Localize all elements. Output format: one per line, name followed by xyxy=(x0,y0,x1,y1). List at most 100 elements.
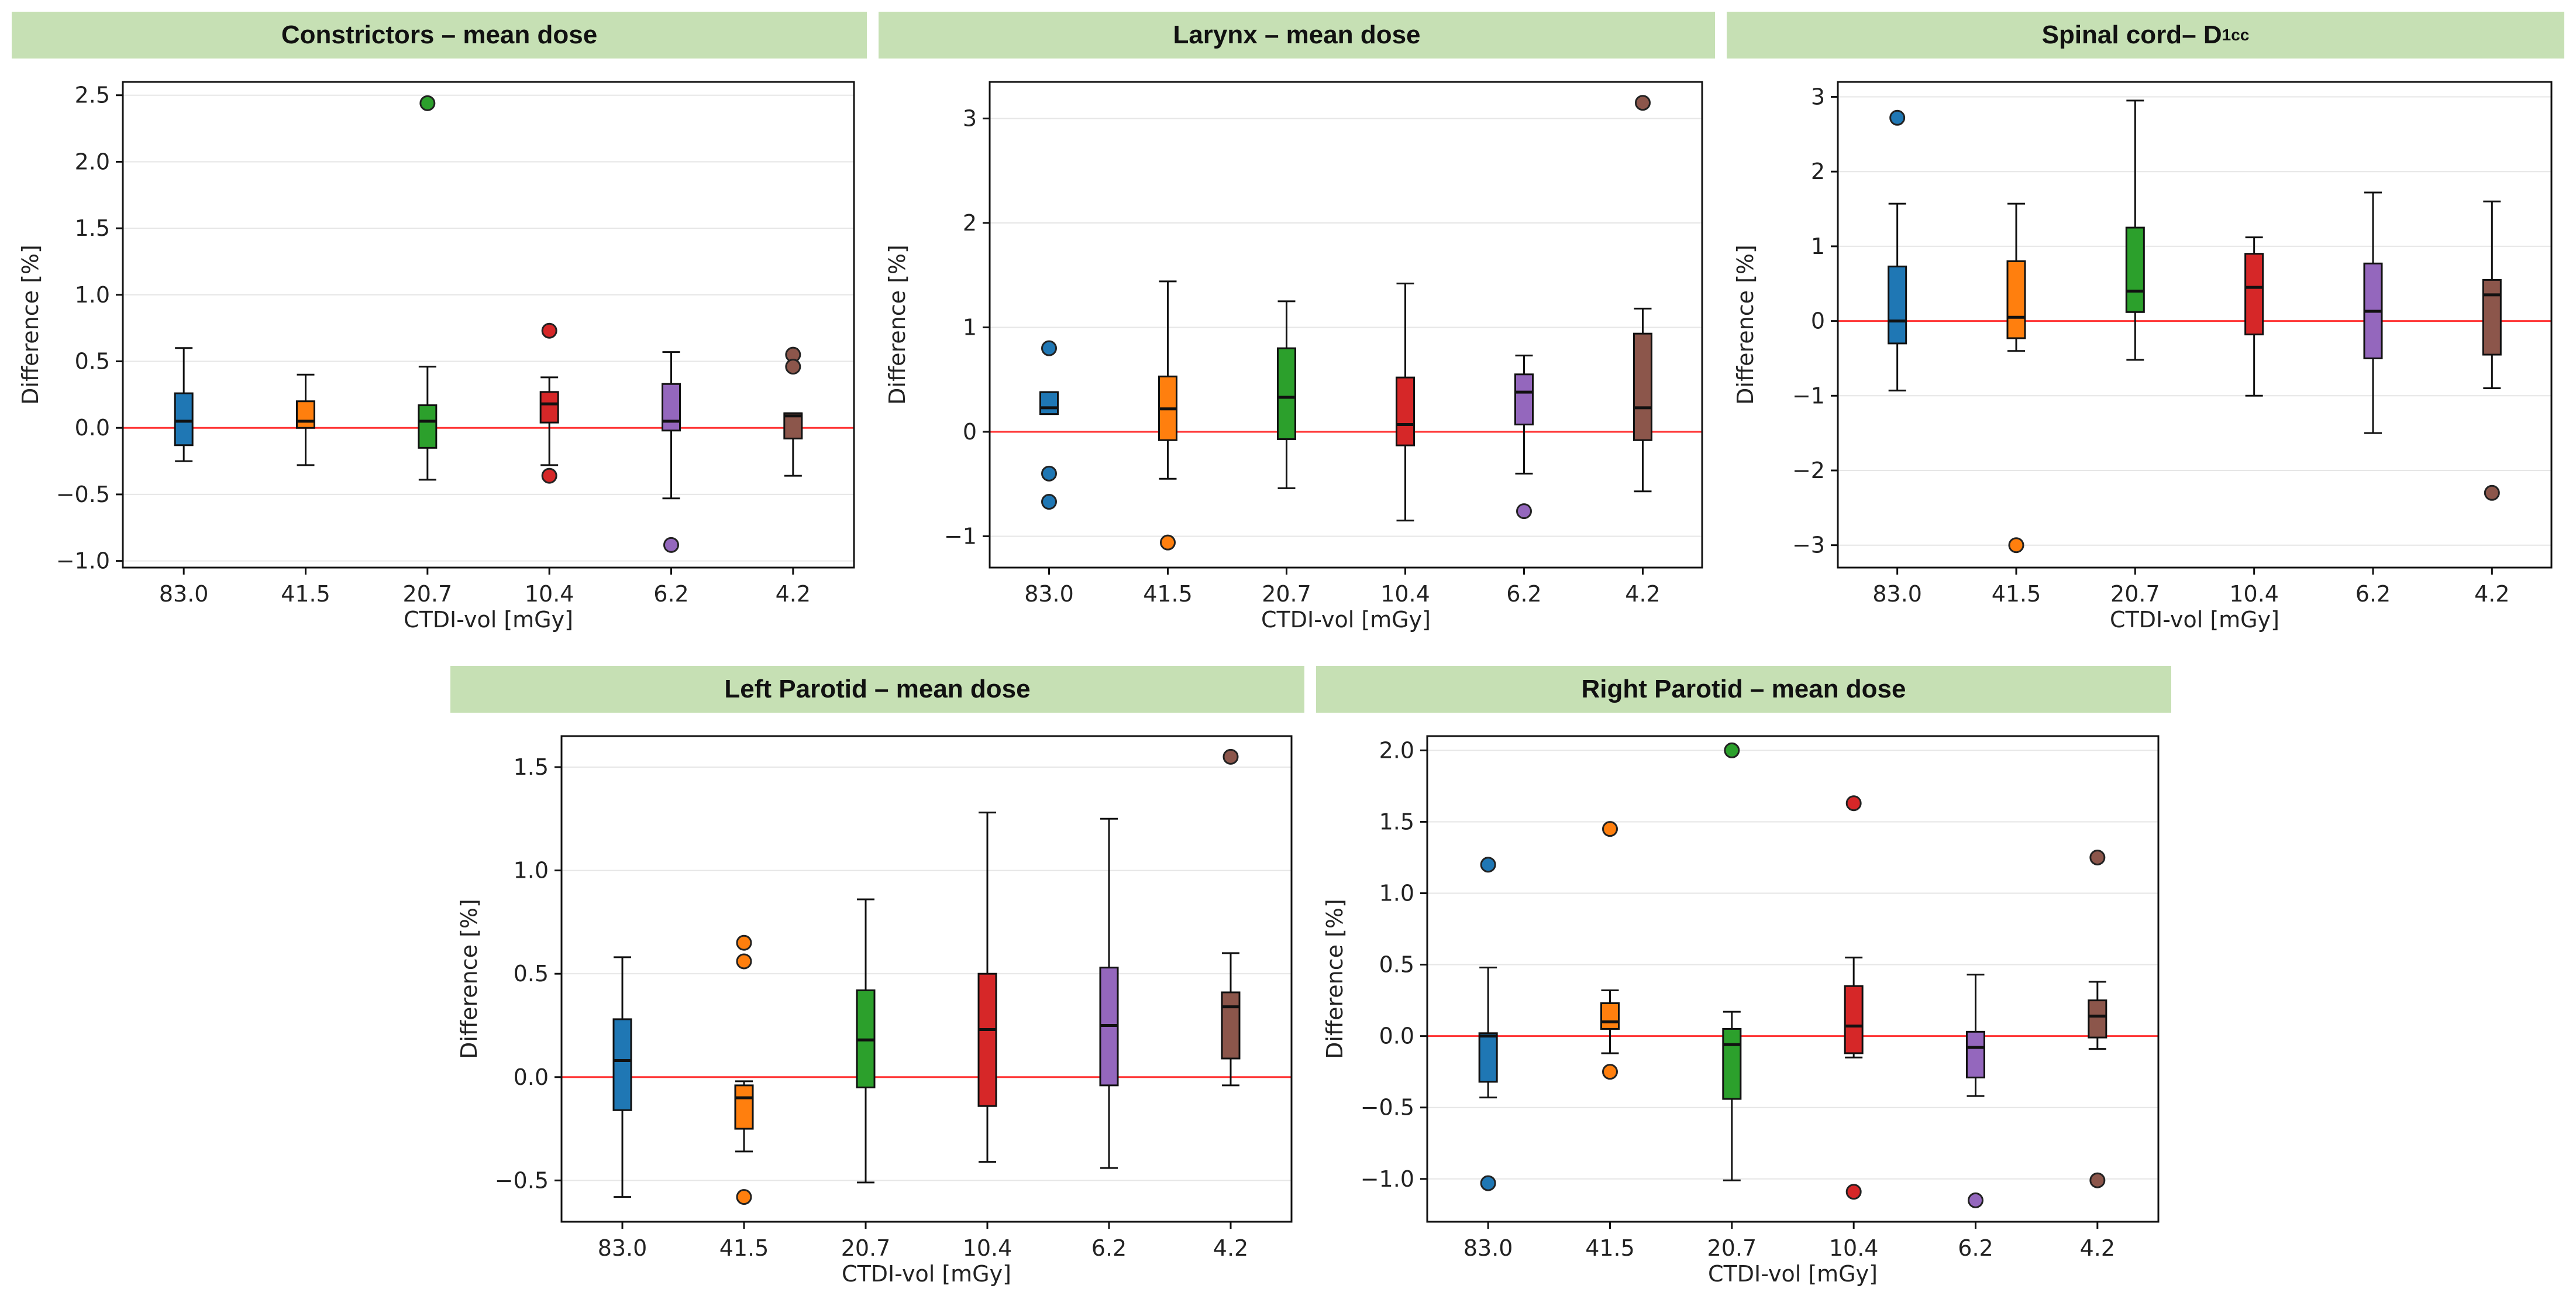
box-iqr xyxy=(418,404,438,449)
y-tick-label: 3 xyxy=(963,105,977,131)
x-tick-label: 4.2 xyxy=(776,581,811,607)
outlier-point xyxy=(1041,465,1057,482)
outlier-point xyxy=(2484,484,2500,501)
panel-spinal-cord: Spinal cord– D 1cc −3 −2 −1 0 1 2 3 83.0 41.5 20.7… xyxy=(1727,12,2564,638)
box-iqr xyxy=(2006,260,2026,339)
x-tick-label: 83.0 xyxy=(1463,1235,1513,1261)
box-iqr xyxy=(2482,279,2502,356)
x-tick-label: 83.0 xyxy=(1024,581,1074,607)
x-tick-label: 83.0 xyxy=(598,1235,648,1261)
outlier-point xyxy=(1041,494,1057,510)
x-tick-label: 4.2 xyxy=(1625,581,1660,607)
y-tick-label: 0 xyxy=(963,419,977,445)
box-iqr xyxy=(1277,347,1296,440)
y-tick-label: 0 xyxy=(1811,308,1825,334)
outlier-point xyxy=(1160,534,1176,551)
y-tick-label: −1 xyxy=(944,523,977,549)
y-tick-label: 2 xyxy=(1811,159,1825,184)
x-tick-label: 10.4 xyxy=(963,1235,1013,1261)
panel-title: Left Parotid – mean dose xyxy=(450,666,1304,713)
plot-frame xyxy=(122,81,855,569)
outlier-point xyxy=(1602,1064,1618,1080)
y-tick-label: −0.5 xyxy=(495,1167,549,1193)
outlier-point xyxy=(1635,95,1651,111)
box-iqr xyxy=(1221,991,1241,1060)
y-axis-label: Difference [%] xyxy=(884,245,910,405)
outlier-point xyxy=(541,322,557,339)
panel-right-parotid: Right Parotid – mean dose −1.0 −0.5 0.0 0.5… xyxy=(1316,666,2171,1292)
y-tick-label: 2 xyxy=(963,210,977,236)
y-tick-label: −0.5 xyxy=(1361,1095,1414,1121)
x-axis-label: CTDI-vol [mGy] xyxy=(1261,607,1431,633)
x-tick-label: 10.4 xyxy=(2229,581,2279,607)
y-tick-label: −3 xyxy=(1792,532,1825,558)
panel-larynx: Larynx – mean dose −1 0 1 2 3 83.0 41.5 20.7 10.… xyxy=(879,12,1715,638)
y-tick-label: 2.0 xyxy=(1379,737,1414,763)
y-tick-label: 0.0 xyxy=(1379,1023,1414,1049)
outlier-point xyxy=(1222,748,1239,765)
x-tick-label: 41.5 xyxy=(281,581,330,607)
plot-frame xyxy=(1426,735,2160,1223)
box-iqr xyxy=(1722,1027,1742,1100)
x-axis-label: CTDI-vol [mGy] xyxy=(1708,1261,1878,1287)
x-tick-label: 6.2 xyxy=(1091,1235,1127,1261)
outlier-point xyxy=(419,95,436,111)
box-iqr xyxy=(1633,332,1652,441)
box-iqr xyxy=(1600,1002,1620,1030)
y-tick-label: 1.5 xyxy=(75,215,110,241)
outlier-point xyxy=(541,468,557,484)
x-axis-label: CTDI-vol [mGy] xyxy=(2110,607,2279,633)
panel-left-parotid: Left Parotid – mean dose −0.5 0.0 0.5 1.0 1.… xyxy=(450,666,1304,1292)
plot-frame xyxy=(1837,81,2553,569)
outlier-point xyxy=(2089,1172,2106,1188)
x-tick-label: 20.7 xyxy=(403,581,453,607)
box-iqr xyxy=(734,1084,754,1130)
box-iqr xyxy=(2244,253,2264,336)
outlier-point xyxy=(736,953,752,970)
outlier-point xyxy=(1516,503,1532,520)
box-iqr xyxy=(2125,226,2145,313)
y-tick-label: 2.5 xyxy=(75,83,110,108)
y-tick-label: 1.0 xyxy=(514,858,549,884)
box-iqr xyxy=(662,383,681,432)
x-tick-label: 41.5 xyxy=(1992,581,2041,607)
x-tick-label: 6.2 xyxy=(653,581,688,607)
y-tick-label: 1.5 xyxy=(1379,809,1414,834)
x-tick-label: 41.5 xyxy=(1143,581,1193,607)
x-axis-label: CTDI-vol [mGy] xyxy=(842,1261,1011,1287)
chart-spinal-cord: −3 −2 −1 0 1 2 3 83.0 41.5 20.7 10.4 6.2 4.2 CTDI-vol… xyxy=(1733,81,2553,633)
outlier-point xyxy=(663,537,679,553)
outlier-point xyxy=(1968,1192,1983,1208)
box-iqr xyxy=(296,400,315,429)
chart-constrictors: −1.0 −0.5 0.0 0.5 1.0 1.5 2.0 2.5 83.0 41.5 20.7 10… xyxy=(18,81,855,633)
y-tick-label: 0.0 xyxy=(514,1064,549,1090)
x-tick-label: 6.2 xyxy=(1958,1235,1993,1261)
box-iqr xyxy=(1844,985,1864,1054)
x-tick-label: 20.7 xyxy=(1262,581,1311,607)
chart-right-parotid: −1.0 −0.5 0.0 0.5 1.0 1.5 2.0 83.0 41.5 20.7 10.4 6… xyxy=(1322,735,2160,1287)
y-tick-label: 1 xyxy=(1811,233,1825,259)
y-tick-label: −2 xyxy=(1792,458,1825,483)
y-tick-label: 1.0 xyxy=(1379,881,1414,906)
y-tick-label: 0.0 xyxy=(75,415,110,441)
x-tick-label: 10.4 xyxy=(525,581,574,607)
box-iqr xyxy=(1966,1030,1985,1078)
y-tick-label: 0.5 xyxy=(1379,952,1414,978)
y-tick-label: 2.0 xyxy=(75,149,110,174)
y-axis-label: Difference [%] xyxy=(1322,899,1348,1059)
y-tick-label: −0.5 xyxy=(56,482,110,507)
box-iqr xyxy=(1888,265,1907,345)
x-tick-label: 10.4 xyxy=(1829,1235,1879,1261)
outlier-point xyxy=(2089,850,2106,865)
box-iqr xyxy=(612,1018,632,1111)
y-tick-label: 3 xyxy=(1811,84,1825,110)
outlier-point xyxy=(2008,537,2024,554)
x-tick-label: 4.2 xyxy=(1213,1235,1248,1261)
y-tick-label: 1 xyxy=(963,314,977,340)
x-tick-label: 6.2 xyxy=(1506,581,1541,607)
box-iqr xyxy=(783,412,803,439)
x-tick-label: 20.7 xyxy=(841,1235,891,1261)
y-tick-label: −1 xyxy=(1792,383,1825,408)
y-axis-label: Difference [%] xyxy=(1733,245,1758,405)
panel-constrictors: Constrictors – mean dose −1.0 −0.5 0.0 0.5 1… xyxy=(12,12,867,638)
